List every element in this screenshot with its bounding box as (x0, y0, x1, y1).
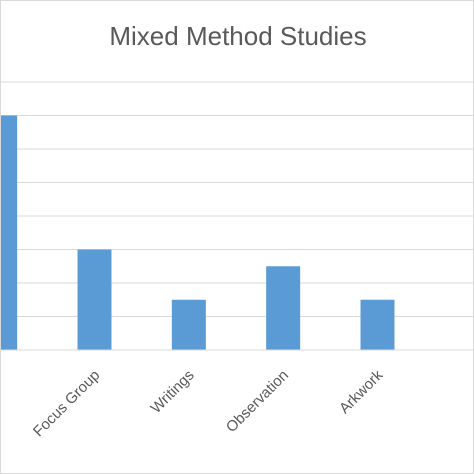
bar (266, 266, 301, 350)
bar (360, 299, 395, 350)
bar (1, 115, 18, 350)
x-tick-label: Arkwork (336, 366, 387, 417)
x-tick-label: Focus Group (30, 367, 103, 440)
x-tick-labels: Focus Group Writings Observation Arkwork (30, 366, 387, 440)
x-tick-label: Writings (148, 367, 198, 417)
bar (171, 299, 206, 350)
gridlines (1, 81, 474, 317)
bar (77, 249, 112, 350)
x-tick-label: Observation (223, 367, 292, 436)
chart-title: Mixed Method Studies (109, 21, 367, 51)
bars (1, 115, 395, 350)
